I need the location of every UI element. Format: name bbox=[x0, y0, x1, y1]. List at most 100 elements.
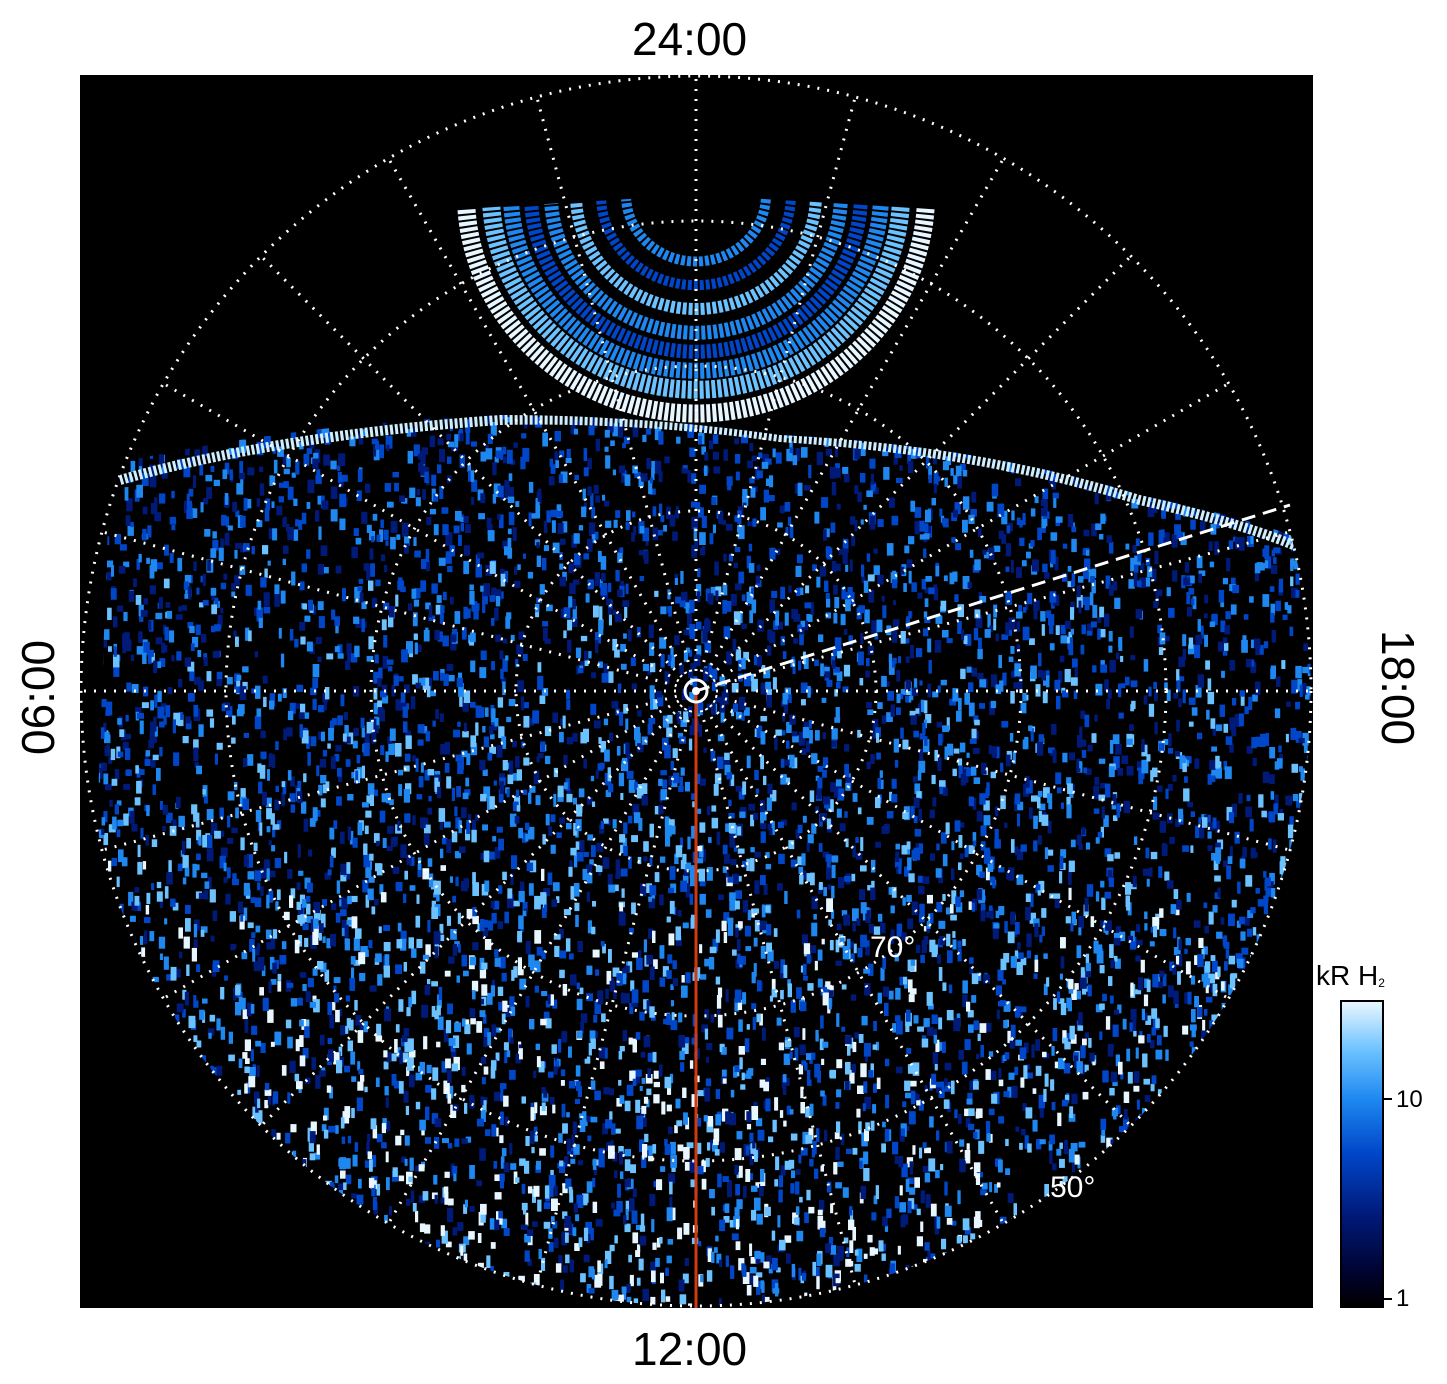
emission-pixel bbox=[1113, 756, 1120, 771]
emission-pixel bbox=[761, 665, 766, 672]
emission-pixel bbox=[472, 990, 476, 1000]
emission-pixel bbox=[185, 448, 190, 456]
emission-pixel bbox=[892, 619, 900, 627]
emission-pixel bbox=[1224, 625, 1231, 635]
emission-pixel bbox=[1192, 596, 1197, 610]
emission-pixel bbox=[843, 473, 850, 483]
emission-pixel bbox=[788, 1159, 795, 1169]
emission-pixel bbox=[358, 1178, 362, 1189]
emission-pixel bbox=[723, 449, 728, 461]
emission-pixel bbox=[280, 590, 286, 604]
emission-pixel bbox=[390, 537, 396, 550]
emission-pixel bbox=[336, 796, 342, 806]
emission-pixel bbox=[588, 1266, 595, 1278]
emission-pixel bbox=[1076, 945, 1082, 959]
emission-pixel bbox=[806, 951, 811, 964]
emission-pixel bbox=[467, 463, 471, 472]
emission-pixel bbox=[985, 1069, 991, 1080]
emission-pixel bbox=[1005, 754, 1011, 767]
emission-pixel bbox=[843, 629, 848, 635]
emission-pixel bbox=[780, 586, 786, 600]
emission-pixel bbox=[1058, 431, 1063, 438]
emission-pixel bbox=[243, 907, 248, 921]
emission-pixel bbox=[133, 578, 137, 587]
emission-pixel bbox=[693, 527, 697, 541]
emission-pixel bbox=[178, 678, 183, 688]
emission-pixel bbox=[764, 1206, 771, 1216]
emission-pixel bbox=[912, 776, 918, 783]
emission-pixel bbox=[346, 872, 351, 880]
emission-pixel bbox=[1192, 428, 1196, 439]
emission-pixel bbox=[775, 452, 782, 464]
emission-pixel bbox=[1153, 796, 1158, 811]
emission-pixel bbox=[220, 582, 227, 590]
emission-pixel bbox=[440, 848, 444, 859]
emission-pixel bbox=[619, 547, 624, 553]
emission-pixel bbox=[583, 467, 589, 477]
emission-pixel bbox=[1196, 555, 1203, 569]
emission-pixel bbox=[220, 538, 224, 548]
emission-pixel bbox=[1049, 1134, 1055, 1145]
emission-pixel bbox=[880, 967, 885, 981]
emission-pixel bbox=[1263, 895, 1269, 904]
emission-pixel bbox=[487, 992, 493, 1005]
emission-pixel bbox=[455, 754, 462, 762]
emission-pixel bbox=[618, 772, 625, 787]
emission-pixel bbox=[117, 751, 124, 758]
emission-pixel bbox=[384, 1086, 389, 1096]
emission-pixel bbox=[143, 598, 148, 605]
emission-pixel bbox=[330, 934, 336, 947]
emission-pixel bbox=[161, 472, 168, 479]
emission-pixel bbox=[1190, 575, 1195, 583]
emission-pixel bbox=[227, 791, 235, 801]
emission-pixel bbox=[1133, 1071, 1140, 1083]
emission-pixel bbox=[350, 895, 358, 903]
emission-pixel bbox=[766, 924, 772, 936]
emission-pixel bbox=[504, 1051, 508, 1064]
emission-pixel bbox=[811, 753, 818, 765]
emission-pixel bbox=[289, 702, 296, 714]
emission-pixel bbox=[712, 682, 717, 691]
emission-pixel bbox=[942, 725, 950, 733]
emission-pixel bbox=[962, 768, 969, 783]
emission-pixel bbox=[211, 625, 216, 633]
emission-pixel bbox=[685, 972, 691, 984]
emission-pixel bbox=[1197, 1007, 1203, 1018]
emission-pixel bbox=[639, 1086, 643, 1092]
emission-pixel bbox=[489, 746, 496, 754]
emission-pixel bbox=[1108, 645, 1113, 653]
emission-pixel bbox=[820, 1015, 824, 1029]
emission-pixel bbox=[1285, 733, 1289, 743]
emission-pixel bbox=[209, 428, 216, 436]
emission-pixel bbox=[796, 554, 803, 564]
emission-pixel bbox=[1286, 701, 1291, 707]
emission-pixel bbox=[943, 1099, 950, 1109]
emission-pixel bbox=[623, 993, 630, 1004]
emission-pixel bbox=[142, 861, 147, 870]
emission-pixel bbox=[487, 796, 491, 810]
emission-pixel bbox=[742, 1272, 750, 1284]
emission-pixel bbox=[87, 672, 92, 679]
emission-pixel bbox=[1187, 468, 1192, 476]
emission-pixel bbox=[606, 598, 612, 606]
emission-pixel bbox=[891, 886, 897, 898]
emission-pixel bbox=[1056, 1148, 1062, 1156]
emission-pixel bbox=[320, 775, 327, 784]
emission-pixel bbox=[821, 497, 829, 508]
emission-pixel bbox=[1100, 1118, 1107, 1130]
emission-pixel bbox=[347, 895, 352, 905]
emission-pixel bbox=[517, 969, 524, 976]
emission-pixel bbox=[226, 867, 231, 879]
emission-pixel bbox=[722, 1176, 729, 1182]
emission-pixel bbox=[790, 659, 796, 668]
emission-pixel bbox=[789, 1051, 793, 1059]
emission-pixel bbox=[965, 634, 972, 646]
emission-pixel bbox=[1067, 637, 1073, 650]
emission-pixel bbox=[462, 1018, 466, 1027]
emission-pixel bbox=[676, 436, 681, 444]
emission-pixel bbox=[123, 561, 130, 568]
emission-pixel bbox=[1171, 534, 1178, 548]
emission-pixel bbox=[831, 655, 836, 665]
emission-pixel bbox=[501, 677, 507, 684]
emission-pixel bbox=[501, 1148, 507, 1157]
